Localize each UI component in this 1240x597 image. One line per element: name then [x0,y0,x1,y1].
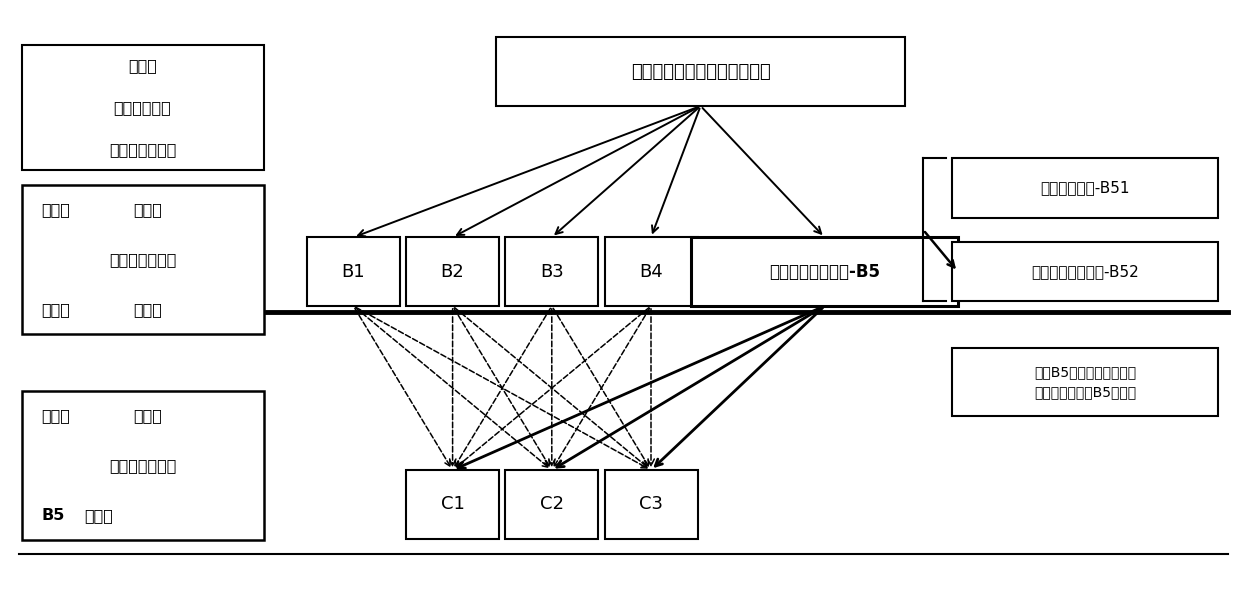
FancyBboxPatch shape [22,45,263,170]
Text: 二次电缆寿命-B51: 二次电缆寿命-B51 [1040,180,1130,196]
FancyBboxPatch shape [22,185,263,334]
FancyBboxPatch shape [306,237,399,306]
Text: 元素B5的二级指标间相互
比较确定相对于B5的权重: 元素B5的二级指标间相互 比较确定相对于B5的权重 [1034,365,1136,399]
Text: B2: B2 [440,263,465,281]
FancyBboxPatch shape [605,470,697,538]
FancyBboxPatch shape [506,237,599,306]
FancyBboxPatch shape [506,470,599,538]
FancyBboxPatch shape [22,391,263,540]
Text: 二次设备差异化改造方案评估: 二次设备差异化改造方案评估 [631,63,770,81]
Text: C1: C1 [440,496,465,513]
Text: B1: B1 [341,263,366,281]
FancyBboxPatch shape [605,237,697,306]
Text: 准则层: 准则层 [41,202,69,217]
Text: 元素相: 元素相 [133,202,161,217]
Text: B4: B4 [639,263,663,281]
FancyBboxPatch shape [407,470,498,538]
Text: 的权重: 的权重 [133,302,161,317]
Text: 相互比较采用: 相互比较采用 [114,100,171,115]
Text: 方案层: 方案层 [41,408,69,423]
Text: 三角直觉模糊数: 三角直觉模糊数 [109,141,176,157]
Text: 元素相: 元素相 [133,408,161,423]
Text: 元素间: 元素间 [128,58,157,73]
FancyBboxPatch shape [952,347,1218,417]
FancyBboxPatch shape [952,158,1218,218]
Text: B5: B5 [41,508,64,523]
Text: B3: B3 [539,263,564,281]
Text: 互比较确定对于: 互比较确定对于 [109,458,176,473]
Text: C2: C2 [539,496,564,513]
Text: 二次回路健康水平-B5: 二次回路健康水平-B5 [769,263,880,281]
Text: 的权重: 的权重 [84,508,113,523]
FancyBboxPatch shape [496,37,905,106]
FancyBboxPatch shape [952,242,1218,301]
Text: 二次回路接线水平-B52: 二次回路接线水平-B52 [1032,264,1138,279]
Text: 目标层: 目标层 [41,302,69,317]
Text: C3: C3 [639,496,663,513]
Text: 互比较确定对于: 互比较确定对于 [109,252,176,267]
FancyBboxPatch shape [692,237,957,306]
FancyBboxPatch shape [407,237,498,306]
